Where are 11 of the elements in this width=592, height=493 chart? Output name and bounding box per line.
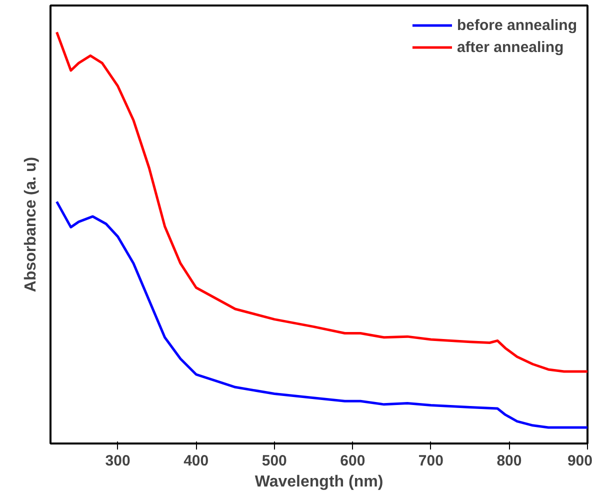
x-tick-label: 300 xyxy=(105,452,130,470)
x-tick-label: 600 xyxy=(340,452,366,470)
x-tick-label: 800 xyxy=(496,452,522,470)
x-axis-title: Wavelength (nm) xyxy=(254,474,384,490)
x-tick-label: 700 xyxy=(418,452,444,470)
legend-label: before annealing xyxy=(456,16,577,34)
x-tick-label: 500 xyxy=(262,452,287,470)
y-axis-title: Absorbance (a. u) xyxy=(22,156,40,292)
x-tick-label: 400 xyxy=(184,452,209,470)
x-tick-label: 900 xyxy=(567,452,592,470)
legend-label: after annealing xyxy=(456,38,564,56)
